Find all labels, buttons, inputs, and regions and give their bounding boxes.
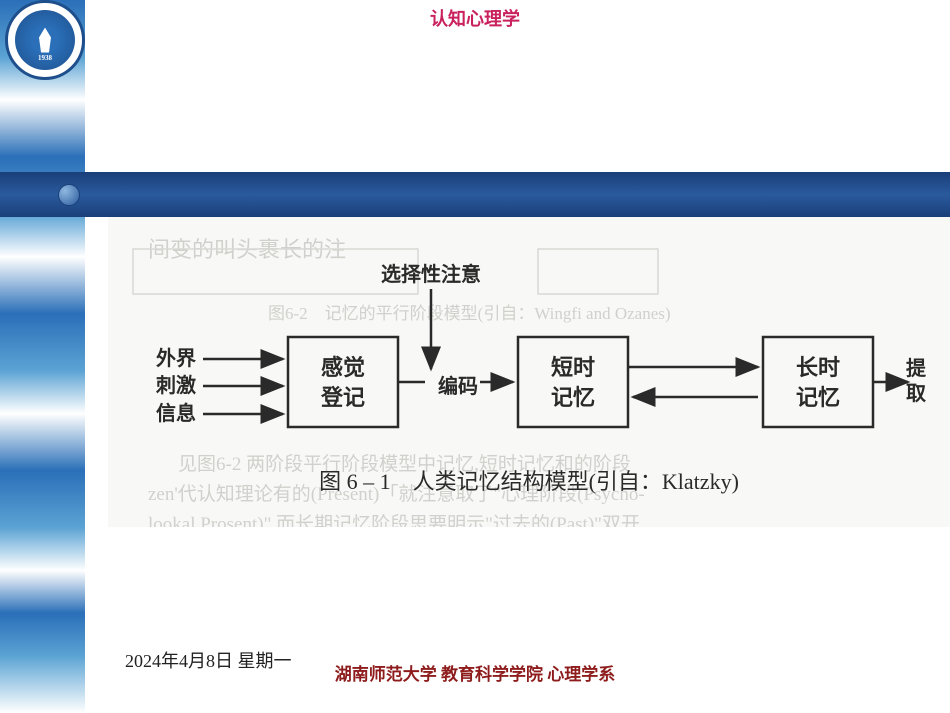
output-label2: 取 [906, 383, 926, 405]
title-bar [0, 172, 950, 217]
bullet-icon [58, 184, 80, 206]
input-label-3: 信息 [156, 401, 196, 425]
box-sensory-line1: 感觉 [321, 355, 365, 380]
footer-date: 2024年4月8日 星期一 [125, 647, 292, 673]
attention-label: 选择性注意 [381, 262, 481, 286]
left-ribbon-decoration [0, 0, 85, 713]
university-logo: 1938 [5, 0, 85, 80]
logo-year: 1938 [38, 54, 52, 62]
box-sensory-line2: 登记 [320, 385, 365, 410]
input-label-1: 外界 [156, 346, 196, 370]
diagram-caption: 图 6 – 1 人类记忆结构模型(引自：Klatzky) [319, 469, 739, 494]
input-label-2: 刺激 [156, 373, 196, 397]
encoding-label: 编码 [438, 374, 478, 398]
footer-organization: 湖南师范大学 教育科学学院 心理学系 [335, 660, 616, 685]
memory-diagram: 间变的叫头裹长的注 图6-2 记忆的平行阶段模型(引自：Wingfi and O… [108, 217, 950, 527]
output-label: 提 [906, 356, 927, 380]
box-shortterm-line1: 短时 [551, 355, 595, 380]
box-longterm-line1: 长时 [796, 355, 840, 380]
box-shortterm-line2: 记忆 [551, 385, 595, 410]
flowchart-svg: 感觉 登记 短时 记忆 长时 记忆 选择性注意 外界 刺激 信息 编码 提 取 [108, 217, 950, 527]
box-longterm-line2: 记忆 [796, 385, 840, 410]
page-title: 认知心理学 [430, 5, 520, 31]
